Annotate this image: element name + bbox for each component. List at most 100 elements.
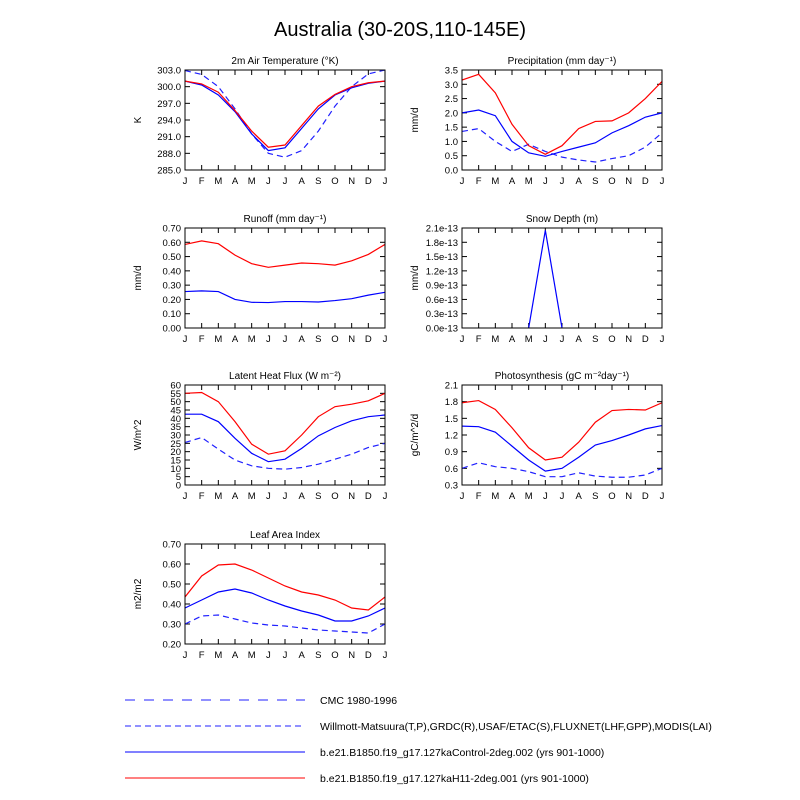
legend-label: b.e21.B1850.f19_g17.127kaControl-2deg.00… — [320, 747, 604, 759]
x-tick-label: D — [365, 491, 372, 502]
x-tick-label: J — [283, 650, 288, 661]
x-tick-label: A — [575, 334, 582, 345]
x-tick-label: S — [315, 650, 321, 661]
y-tick-label: 0.3e-13 — [426, 309, 458, 320]
y-tick-label: 0 — [176, 481, 181, 492]
series-line — [185, 588, 385, 622]
x-tick-label: S — [315, 176, 321, 187]
series-line — [462, 424, 662, 472]
y-tick-label: 0.30 — [163, 281, 182, 292]
series-line — [462, 109, 662, 157]
y-tick-label: 0.50 — [163, 580, 182, 591]
y-tick-label: 20 — [170, 447, 181, 458]
y-tick-label: 288.0 — [157, 149, 181, 160]
x-tick-label: F — [199, 176, 205, 187]
plot-frame — [184, 384, 386, 486]
chart-panel: Leaf Area Index 0.20 0.30 0.40 0.50 0.60 0.70 J… — [133, 530, 388, 661]
y-tick-label: 2.0 — [445, 108, 458, 119]
x-tick-label: N — [348, 650, 355, 661]
x-tick-label: J — [183, 491, 188, 502]
x-tick-label: J — [560, 334, 565, 345]
panel-title: Precipitation (mm day⁻¹) — [508, 56, 617, 67]
y-tick-label: 285.0 — [157, 166, 181, 177]
y-tick-label: 0.10 — [163, 309, 182, 320]
y-tick-label: 10 — [170, 464, 181, 475]
y-tick-label: 1.2e-13 — [426, 266, 458, 277]
series-line — [185, 563, 385, 611]
y-tick-label: 1.0 — [445, 137, 458, 148]
x-tick-label: M — [248, 491, 256, 502]
x-tick-label: F — [199, 491, 205, 502]
x-tick-label: A — [575, 491, 582, 502]
y-tick-label: 0.70 — [163, 224, 182, 235]
y-tick-label: 2.1 — [445, 381, 458, 392]
x-tick-label: D — [365, 650, 372, 661]
x-tick-label: O — [608, 176, 615, 187]
series-line — [185, 413, 385, 463]
x-tick-label: J — [383, 176, 388, 187]
series-line — [185, 240, 385, 268]
y-tick-label: 1.2 — [445, 431, 458, 442]
plot-frame — [184, 227, 386, 329]
x-tick-label: S — [592, 334, 598, 345]
x-tick-label: J — [383, 334, 388, 345]
x-tick-label: J — [266, 176, 271, 187]
plot-frame — [184, 543, 386, 645]
y-tick-label: 1.5 — [445, 123, 458, 134]
x-tick-label: D — [642, 491, 649, 502]
x-tick-label: J — [283, 491, 288, 502]
y-tick-label: 0.20 — [163, 295, 182, 306]
x-tick-label: J — [283, 176, 288, 187]
x-tick-label: F — [476, 334, 482, 345]
x-tick-label: O — [608, 334, 615, 345]
x-tick-label: M — [491, 334, 499, 345]
series-line — [185, 80, 385, 152]
y-tick-label: 0.9e-13 — [426, 281, 458, 292]
x-tick-label: J — [283, 334, 288, 345]
x-tick-label: J — [660, 491, 665, 502]
x-tick-label: M — [491, 176, 499, 187]
x-tick-label: A — [298, 176, 305, 187]
y-tick-label: 3.0 — [445, 80, 458, 91]
y-axis-label: mm/d — [410, 108, 421, 133]
y-tick-label: 297.0 — [157, 99, 181, 110]
x-tick-label: N — [625, 176, 632, 187]
figure-title: Australia (30-20S,110-145E) — [274, 19, 526, 41]
x-tick-label: F — [476, 491, 482, 502]
y-tick-label: 1.5e-13 — [426, 252, 458, 263]
chart-panels: 2m Air Temperature (°K) 285.0 288.0 291.0 29… — [133, 56, 665, 661]
x-tick-label: J — [560, 176, 565, 187]
panel-title: Photosynthesis (gC m⁻²day⁻¹) — [495, 371, 630, 382]
x-tick-label: A — [509, 334, 516, 345]
series-line — [185, 80, 385, 148]
x-tick-label: O — [331, 650, 338, 661]
x-tick-label: M — [248, 650, 256, 661]
x-tick-label: F — [476, 176, 482, 187]
x-tick-label: A — [509, 176, 516, 187]
legend-label: CMC 1980-1996 — [320, 695, 397, 707]
y-tick-label: 0.0 — [445, 166, 458, 177]
panel-title: Latent Heat Flux (W m⁻²) — [229, 371, 341, 382]
y-tick-label: 0.3 — [445, 481, 458, 492]
panel-title: Snow Depth (m) — [526, 214, 598, 225]
x-tick-label: J — [460, 491, 465, 502]
y-tick-label: 45 — [170, 406, 181, 417]
x-tick-label: J — [183, 334, 188, 345]
x-tick-label: J — [460, 334, 465, 345]
y-axis-label: mm/d — [410, 266, 421, 291]
plot-frame — [461, 227, 663, 329]
x-tick-label: J — [266, 491, 271, 502]
y-tick-label: 0.6 — [445, 464, 458, 475]
x-tick-label: J — [660, 176, 665, 187]
x-tick-label: J — [183, 176, 188, 187]
y-tick-label: 35 — [170, 422, 181, 433]
series-line — [185, 391, 385, 455]
x-tick-label: O — [331, 334, 338, 345]
y-tick-label: 303.0 — [157, 66, 181, 77]
y-axis-label: gC/m^2/d — [410, 414, 421, 457]
y-tick-label: 1.8 — [445, 397, 458, 408]
panel-title: 2m Air Temperature (°K) — [231, 56, 338, 67]
y-axis-label: K — [133, 116, 144, 123]
x-tick-label: M — [525, 176, 533, 187]
